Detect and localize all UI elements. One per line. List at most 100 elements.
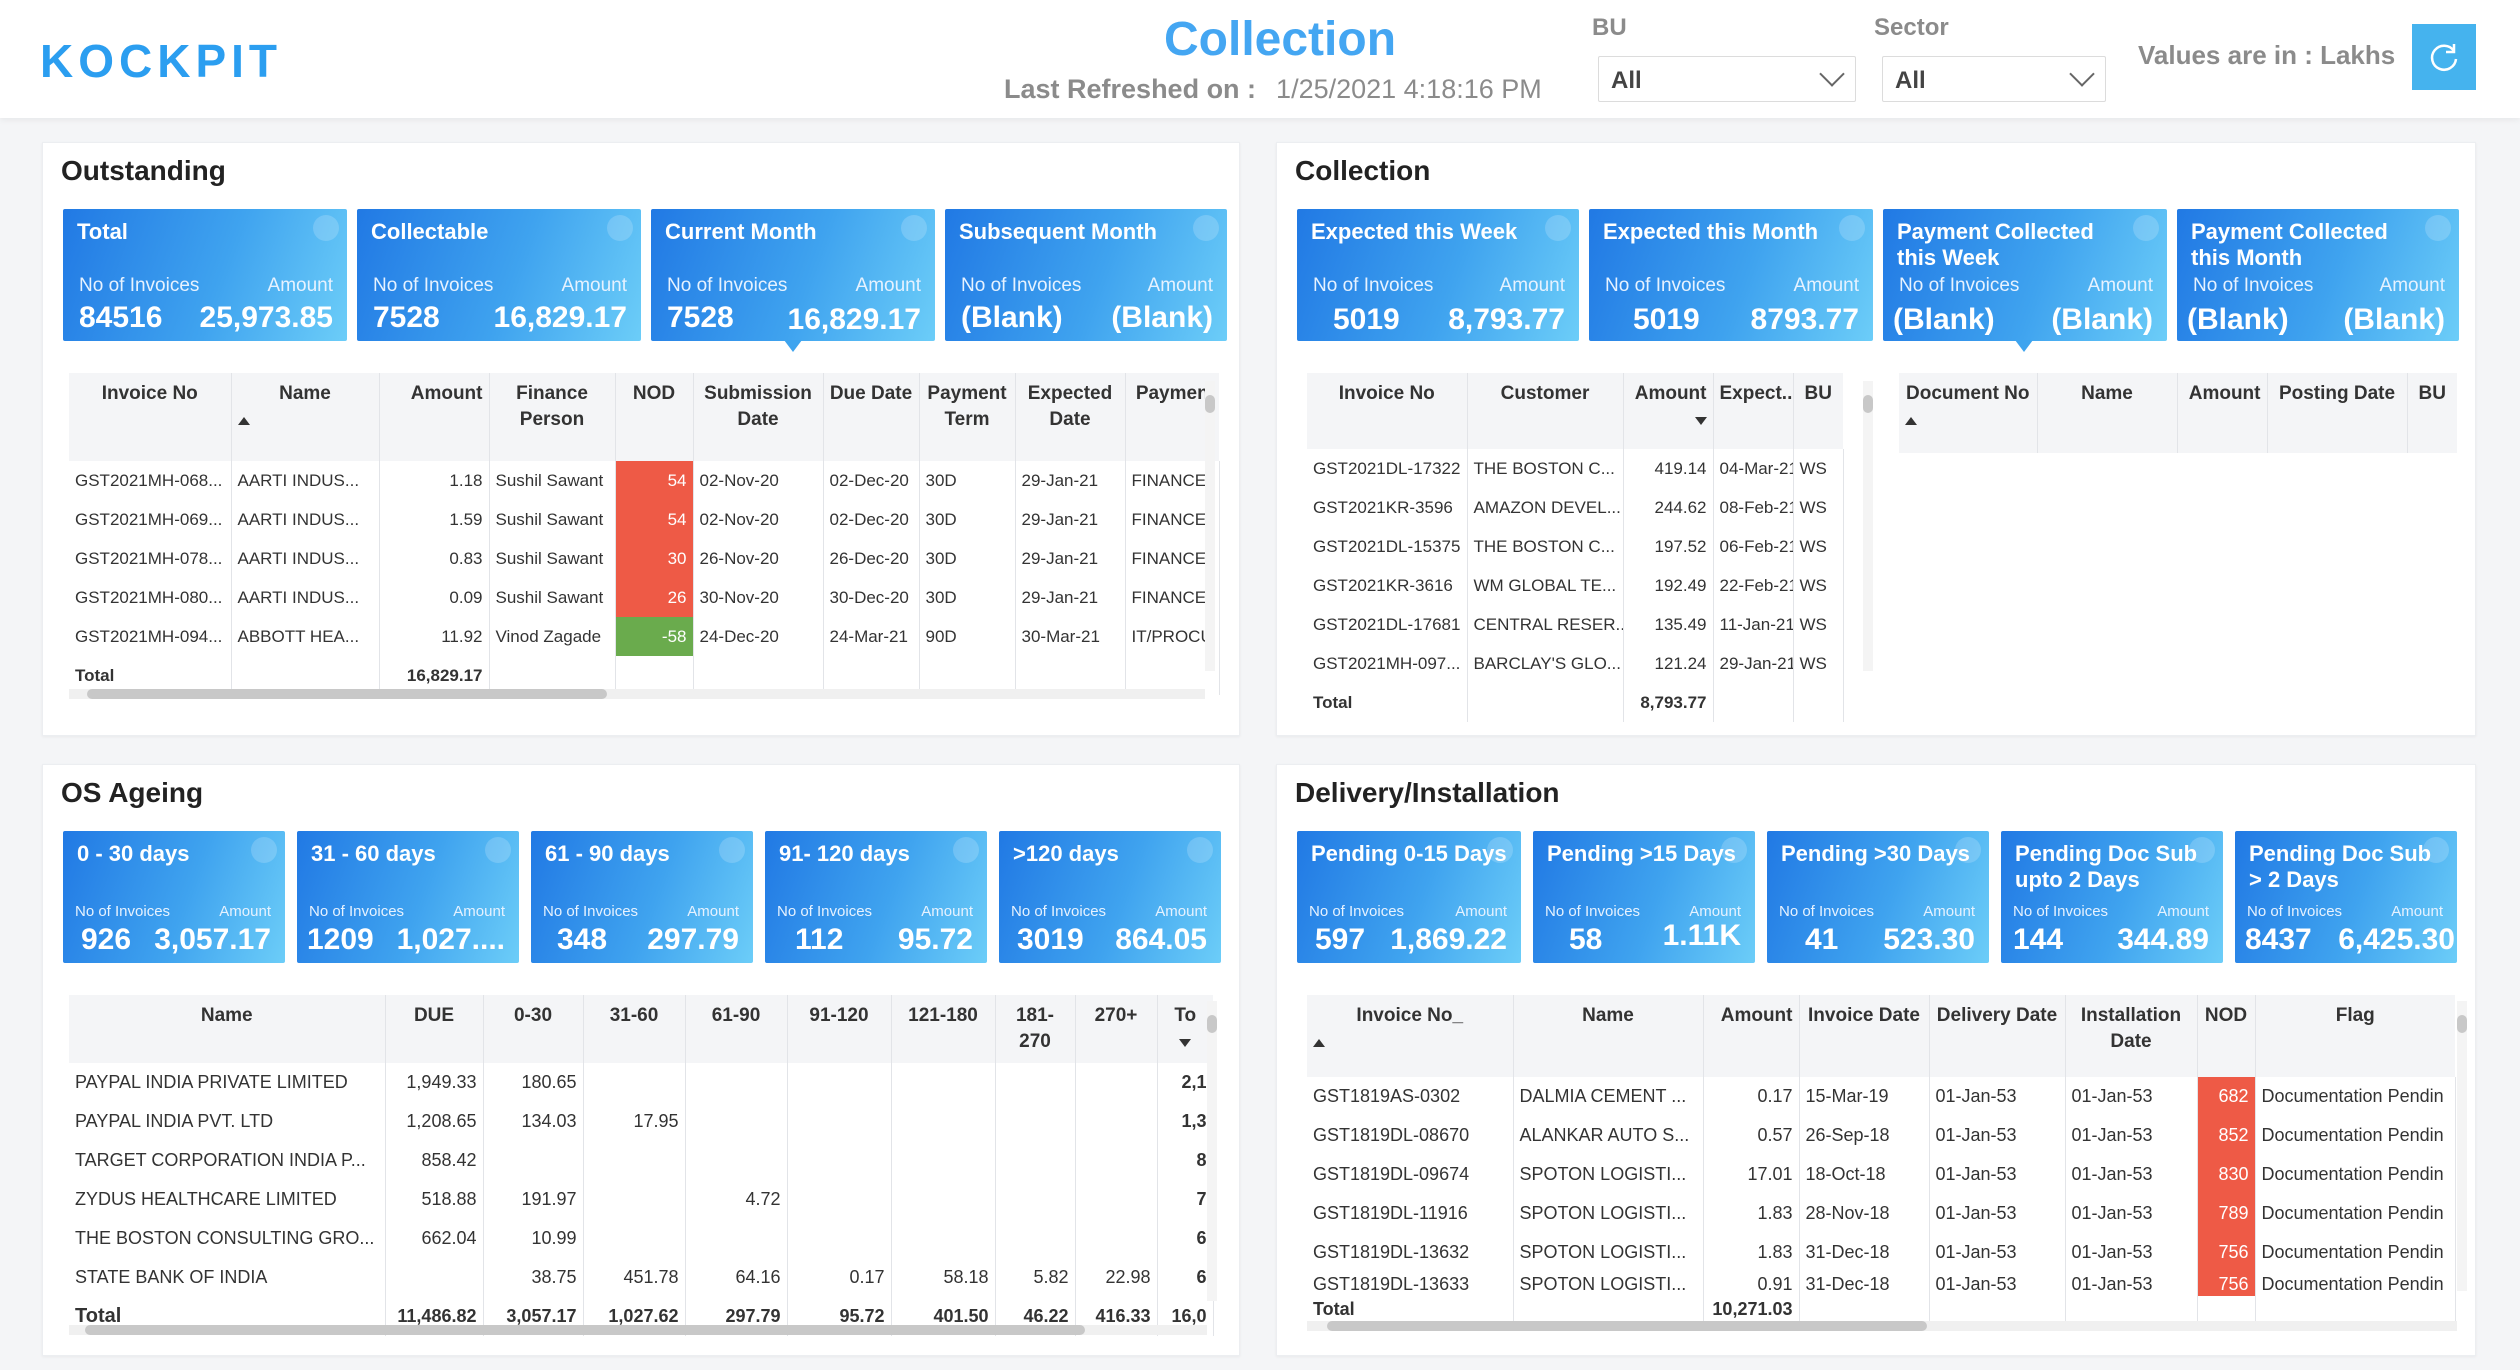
- table-row[interactable]: TARGET CORPORATION INDIA P... 858.42 8: [69, 1141, 1214, 1180]
- table-row[interactable]: GST2021MH-097... BARCLAY'S GLO... 121.24…: [1307, 644, 1844, 683]
- table-row[interactable]: GST2021DL-15375 THE BOSTON C... 197.52 0…: [1307, 527, 1844, 566]
- outstanding-collectable-card[interactable]: Collectable No of Invoices Amount 7528 1…: [357, 209, 641, 341]
- card-amount-value: 25,973.85: [199, 301, 333, 334]
- column-header[interactable]: Flag: [2255, 995, 2455, 1077]
- table-row[interactable]: GST1819DL-11916 SPOTON LOGISTI... 1.83 2…: [1307, 1194, 2456, 1233]
- table-row[interactable]: GST1819DL-09674 SPOTON LOGISTI... 17.01 …: [1307, 1155, 2456, 1194]
- column-header[interactable]: 61-90: [685, 995, 788, 1063]
- refresh-button[interactable]: [2412, 24, 2476, 90]
- column-header[interactable]: 181-270: [995, 995, 1076, 1063]
- column-header[interactable]: Customer: [1467, 373, 1624, 449]
- pending-doc-sub-over-2-days-card[interactable]: Pending Doc Sub > 2 Days No of Invoices …: [2235, 831, 2457, 963]
- last-refreshed-label: Last Refreshed on :: [1004, 74, 1257, 104]
- column-header[interactable]: To: [1157, 995, 1213, 1063]
- outstanding-total-card[interactable]: Total No of Invoices Amount 84516 25,973…: [63, 209, 347, 341]
- expected-this-week-card[interactable]: Expected this Week No of Invoices Amount…: [1297, 209, 1579, 341]
- table-cell: 1.59: [379, 500, 490, 539]
- pending-15-plus-card[interactable]: Pending >15 Days No of Invoices Amount 5…: [1533, 831, 1755, 963]
- column-header[interactable]: 91-120: [787, 995, 892, 1063]
- table-cell: SPOTON LOGISTI...: [1513, 1194, 1704, 1233]
- table-row[interactable]: GST2021MH-080... AARTI INDUS... 0.09 Sus…: [69, 578, 1220, 617]
- column-header[interactable]: NOD: [615, 373, 694, 461]
- column-header[interactable]: Name: [2037, 373, 2178, 453]
- ageing-0-30-card[interactable]: 0 - 30 days No of Invoices Amount 926 3,…: [63, 831, 285, 963]
- card-invoices-label: No of Invoices: [1605, 275, 1726, 296]
- column-header[interactable]: Expected Date: [1015, 373, 1126, 461]
- table-row[interactable]: GST1819DL-08670 ALANKAR AUTO S... 0.57 2…: [1307, 1116, 2456, 1155]
- column-header[interactable]: Amount: [1623, 373, 1714, 449]
- ageing-61-90-card[interactable]: 61 - 90 days No of Invoices Amount 348 2…: [531, 831, 753, 963]
- table-cell: [1075, 1102, 1158, 1141]
- table-cell: 192.49: [1623, 566, 1714, 605]
- column-header[interactable]: Posting Date: [2267, 373, 2408, 453]
- table-row[interactable]: GST1819DL-13632 SPOTON LOGISTI... 1.83 3…: [1307, 1233, 2456, 1272]
- vertical-scrollbar[interactable]: [1863, 381, 1873, 671]
- table-row[interactable]: GST2021DL-17322 THE BOSTON C... 419.14 0…: [1307, 449, 1844, 488]
- expected-this-month-card[interactable]: Expected this Month No of Invoices Amoun…: [1589, 209, 1873, 341]
- column-header[interactable]: Invoice No: [69, 373, 232, 461]
- column-header[interactable]: Delivery Date: [1929, 995, 2066, 1077]
- column-header[interactable]: Finance Person: [489, 373, 616, 461]
- pending-doc-sub-2-days-card[interactable]: Pending Doc Sub upto 2 Days No of Invoic…: [2001, 831, 2223, 963]
- table-row[interactable]: GST2021KR-3596 AMAZON DEVEL... 244.62 08…: [1307, 488, 1844, 527]
- column-header[interactable]: BU: [2407, 373, 2457, 453]
- bu-dropdown[interactable]: All: [1598, 56, 1856, 102]
- table-row[interactable]: GST1819AS-0302 DALMIA CEMENT ... 0.17 15…: [1307, 1077, 2456, 1116]
- column-header[interactable]: Installation Date: [2065, 995, 2198, 1077]
- payment-collected-week-card[interactable]: Payment Collected this Week No of Invoic…: [1883, 209, 2167, 341]
- table-row[interactable]: GST2021KR-3616 WM GLOBAL TE... 192.49 22…: [1307, 566, 1844, 605]
- table-row[interactable]: STATE BANK OF INDIA 38.75 451.78 64.16 0…: [69, 1258, 1214, 1297]
- column-header[interactable]: 31-60: [583, 995, 686, 1063]
- table-row[interactable]: ZYDUS HEALTHCARE LIMITED 518.88 191.97 4…: [69, 1180, 1214, 1219]
- table-row[interactable]: GST1819DL-13633 SPOTON LOGISTI... 0.91 3…: [1307, 1272, 2456, 1296]
- pending-30-plus-card[interactable]: Pending >30 Days No of Invoices Amount 4…: [1767, 831, 1989, 963]
- column-header[interactable]: Paymen: [1125, 373, 1219, 461]
- column-header[interactable]: BU: [1793, 373, 1843, 449]
- table-row[interactable]: GST2021MH-078... AARTI INDUS... 0.83 Sus…: [69, 539, 1220, 578]
- column-header[interactable]: Invoice No: [1307, 373, 1468, 449]
- column-header[interactable]: NOD: [2197, 995, 2256, 1077]
- column-header[interactable]: Submission Date: [693, 373, 824, 461]
- column-header[interactable]: Payment Term: [919, 373, 1016, 461]
- column-header[interactable]: Name: [1513, 995, 1704, 1077]
- column-header[interactable]: 121-180: [891, 995, 996, 1063]
- table-row[interactable]: GST2021MH-069... AARTI INDUS... 1.59 Sus…: [69, 500, 1220, 539]
- table-row[interactable]: GST2021MH-094... ABBOTT HEA... 11.92 Vin…: [69, 617, 1220, 656]
- table-cell: [891, 1102, 996, 1141]
- table-row[interactable]: GST2021DL-17681 CENTRAL RESER... 135.49 …: [1307, 605, 1844, 644]
- column-header[interactable]: Invoice Date: [1799, 995, 1930, 1077]
- column-header[interactable]: Name: [231, 373, 380, 461]
- column-header[interactable]: Document No: [1899, 373, 2038, 453]
- sector-dropdown[interactable]: All: [1882, 56, 2106, 102]
- column-header[interactable]: 270+: [1075, 995, 1158, 1063]
- horizontal-scrollbar[interactable]: [69, 1325, 1207, 1335]
- table-row[interactable]: GST2021MH-068... AARTI INDUS... 1.18 Sus…: [69, 461, 1220, 500]
- outstanding-current-month-card[interactable]: Current Month No of Invoices Amount 7528…: [651, 209, 935, 341]
- column-header[interactable]: Amount: [2177, 373, 2268, 453]
- ageing-31-60-card[interactable]: 31 - 60 days No of Invoices Amount 1209 …: [297, 831, 519, 963]
- vertical-scrollbar[interactable]: [1205, 381, 1215, 671]
- outstanding-subsequent-month-card[interactable]: Subsequent Month No of Invoices Amount (…: [945, 209, 1227, 341]
- payment-collected-month-card[interactable]: Payment Collected this Month No of Invoi…: [2177, 209, 2459, 341]
- column-header[interactable]: Expect...: [1713, 373, 1794, 449]
- table-row[interactable]: PAYPAL INDIA PVT. LTD 1,208.65 134.03 17…: [69, 1102, 1214, 1141]
- card-invoices-value: 112: [795, 923, 844, 956]
- column-header[interactable]: Amount: [379, 373, 490, 461]
- ageing-91-120-card[interactable]: 91- 120 days No of Invoices Amount 112 9…: [765, 831, 987, 963]
- column-header[interactable]: Due Date: [823, 373, 920, 461]
- column-header[interactable]: Name: [69, 995, 386, 1063]
- table-row[interactable]: PAYPAL INDIA PRIVATE LIMITED 1,949.33 18…: [69, 1063, 1214, 1102]
- table-row[interactable]: THE BOSTON CONSULTING GRO... 662.04 10.9…: [69, 1219, 1214, 1258]
- column-header[interactable]: Invoice No_: [1307, 995, 1514, 1077]
- horizontal-scrollbar[interactable]: [1307, 1321, 2457, 1331]
- column-header[interactable]: 0-30: [483, 995, 584, 1063]
- horizontal-scrollbar[interactable]: [69, 689, 1205, 699]
- expected-collection-table: Invoice No Customer Amount Expect... BU …: [1307, 373, 1844, 722]
- vertical-scrollbar[interactable]: [1207, 1001, 1217, 1301]
- column-header[interactable]: DUE: [385, 995, 484, 1063]
- table-cell: 30D: [919, 539, 1016, 578]
- vertical-scrollbar[interactable]: [2457, 1001, 2467, 1291]
- column-header[interactable]: Amount: [1703, 995, 1800, 1077]
- ageing-120-plus-card[interactable]: >120 days No of Invoices Amount 3019 864…: [999, 831, 1221, 963]
- pending-0-15-card[interactable]: Pending 0-15 Days No of Invoices Amount …: [1297, 831, 1521, 963]
